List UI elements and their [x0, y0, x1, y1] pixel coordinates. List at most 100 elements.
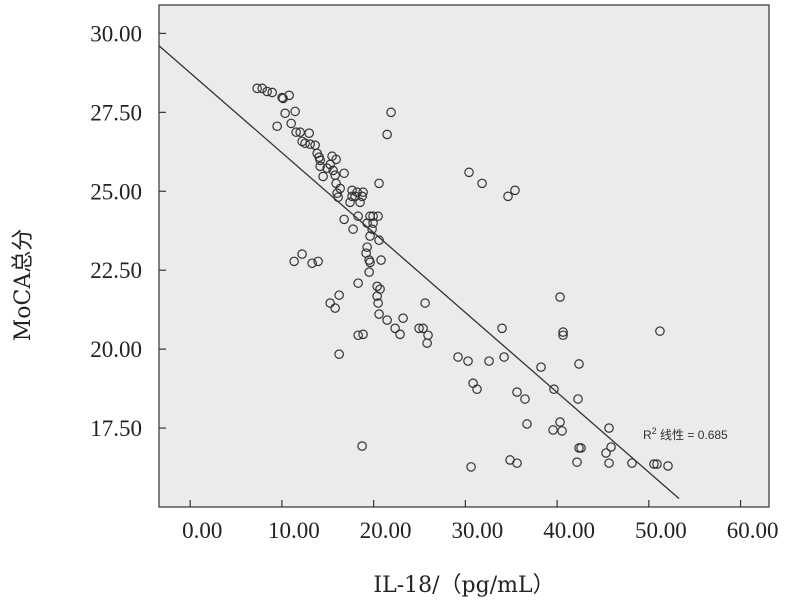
- data-point: [305, 139, 315, 150]
- data-point: [357, 441, 367, 451]
- data-point: [277, 92, 287, 103]
- data-point: [355, 197, 365, 208]
- data-point: [373, 298, 383, 308]
- data-point: [652, 459, 662, 469]
- data-point: [284, 90, 294, 101]
- data-point: [286, 118, 296, 129]
- x-tick-label: 0.00: [182, 518, 222, 543]
- data-point: [604, 458, 614, 468]
- data-point: [484, 356, 494, 366]
- data-point: [548, 425, 558, 435]
- data-point: [318, 171, 328, 182]
- data-point: [382, 129, 392, 140]
- r2-annotation: R2 线性 = 0.685: [643, 426, 728, 442]
- data-point: [334, 290, 344, 300]
- data-point: [372, 291, 382, 301]
- data-point: [499, 352, 509, 362]
- y-tick-label: 30.00: [90, 21, 142, 46]
- data-point: [267, 87, 277, 98]
- fit-line: [158, 45, 680, 500]
- data-point: [420, 298, 430, 308]
- data-point: [390, 323, 400, 334]
- data-point: [339, 168, 349, 179]
- data-point: [350, 191, 360, 202]
- y-tick-label: 25.00: [90, 179, 142, 204]
- data-point: [347, 185, 357, 196]
- data-point: [663, 461, 673, 471]
- data-point: [348, 224, 358, 234]
- data-point: [512, 387, 522, 397]
- data-point: [367, 224, 377, 234]
- data-point: [464, 167, 474, 178]
- data-point: [345, 197, 355, 208]
- data-point: [414, 323, 424, 334]
- data-point: [353, 330, 363, 341]
- data-point: [322, 163, 332, 174]
- data-point: [422, 338, 432, 348]
- plot-area: [158, 4, 770, 508]
- data-point: [278, 93, 288, 104]
- data-point: [315, 155, 325, 166]
- data-point: [339, 214, 349, 225]
- data-point: [353, 278, 363, 288]
- data-point: [555, 292, 565, 302]
- y-tick-label: 20.00: [90, 337, 142, 362]
- data-point: [362, 242, 372, 252]
- data-point: [358, 187, 368, 198]
- data-point: [295, 127, 305, 138]
- data-point: [573, 394, 583, 404]
- data-point: [334, 349, 344, 359]
- data-point: [252, 83, 262, 94]
- data-point: [520, 394, 530, 404]
- y-tick-label: 27.50: [90, 100, 142, 125]
- x-tick-label: 60.00: [727, 518, 779, 543]
- data-point: [289, 256, 299, 267]
- y-axis-title: MoCA总分: [11, 229, 36, 342]
- data-point: [365, 231, 375, 241]
- data-point: [365, 257, 375, 268]
- data-point: [649, 459, 659, 469]
- data-point: [558, 330, 568, 341]
- y-tick-label: 17.50: [90, 416, 142, 441]
- data-point: [291, 127, 301, 138]
- data-point: [272, 121, 282, 132]
- data-point: [313, 256, 323, 267]
- data-point: [386, 107, 396, 118]
- data-point: [373, 211, 383, 222]
- data-point: [330, 303, 340, 313]
- data-point: [466, 462, 476, 472]
- x-axis-title: IL-18/（pg/mL）: [373, 573, 554, 598]
- data-point: [307, 258, 317, 269]
- data-point: [574, 359, 584, 369]
- data-point: [297, 249, 307, 259]
- x-tick-label: 50.00: [635, 518, 687, 543]
- data-point: [280, 108, 290, 119]
- data-point: [395, 329, 405, 340]
- data-point: [358, 329, 368, 340]
- x-tick-label: 30.00: [452, 518, 504, 543]
- data-point: [364, 267, 374, 277]
- data-point: [503, 191, 513, 202]
- data-point: [463, 356, 473, 366]
- data-point: [374, 309, 384, 319]
- data-point: [418, 323, 428, 334]
- data-point: [368, 218, 378, 228]
- data-point: [453, 352, 463, 362]
- data-point: [604, 423, 614, 433]
- data-point: [536, 362, 546, 372]
- data-point: [290, 106, 300, 117]
- data-point: [382, 315, 392, 325]
- data-point: [262, 86, 272, 97]
- data-point: [606, 442, 616, 452]
- data-point: [376, 255, 386, 265]
- data-point: [497, 323, 507, 334]
- data-point: [315, 161, 325, 172]
- data-point: [398, 313, 408, 323]
- data-point: [357, 191, 367, 202]
- y-tick-label: 22.50: [90, 258, 142, 283]
- data-point: [325, 298, 335, 308]
- data-point: [576, 443, 586, 453]
- data-point: [572, 457, 582, 467]
- data-point: [347, 191, 357, 202]
